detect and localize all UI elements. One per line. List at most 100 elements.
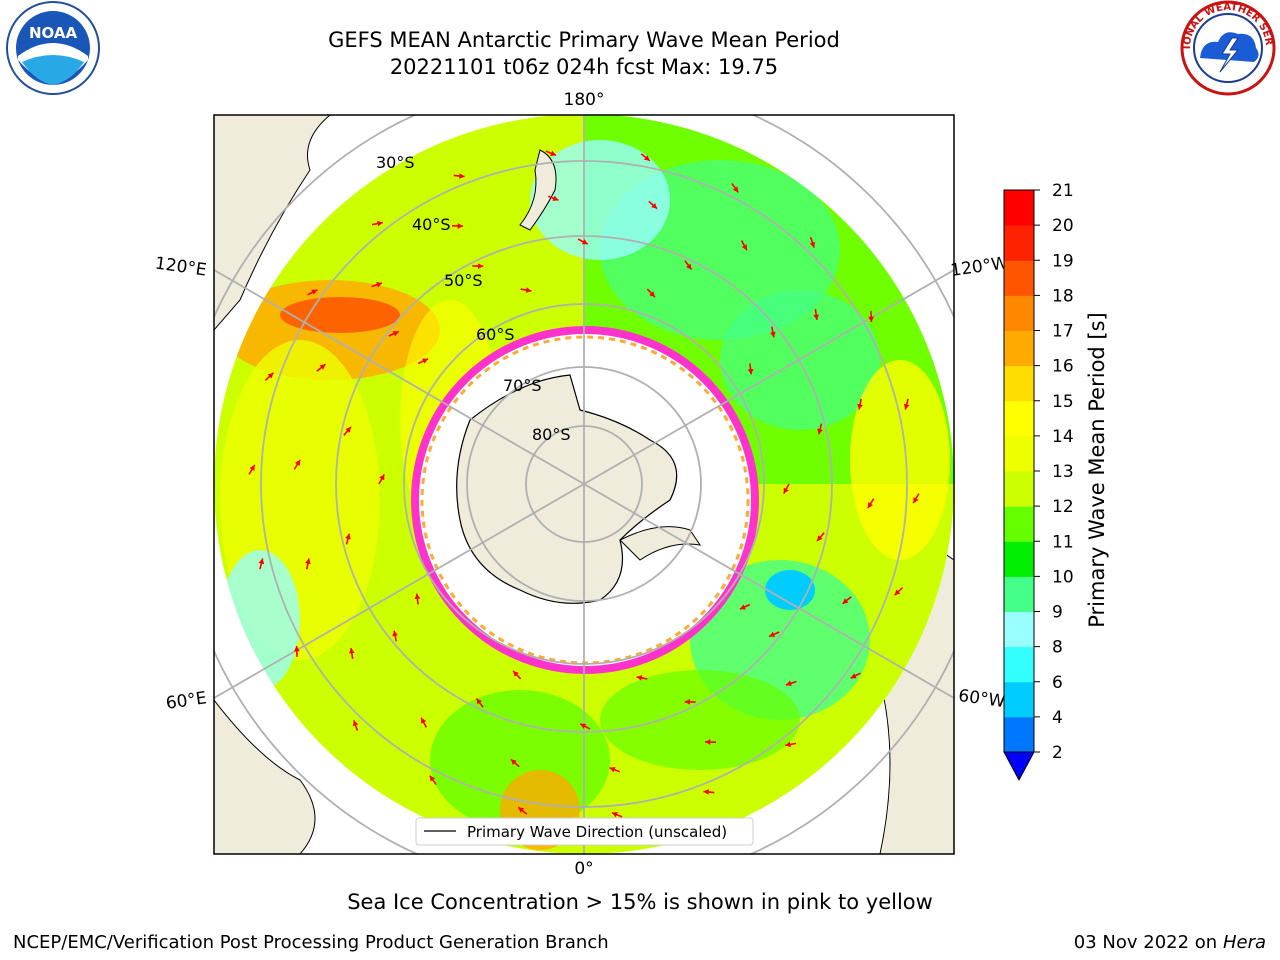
colorbar-band	[1004, 646, 1034, 683]
noaa-logo-text: NOAA	[29, 24, 78, 42]
wave-direction-arrow	[636, 675, 648, 681]
colorbar-band	[1004, 611, 1034, 648]
wave-direction-arrow	[747, 363, 754, 375]
wave-direction-arrow	[740, 240, 748, 251]
wave-direction-arrow	[371, 220, 383, 227]
africa-land	[214, 699, 316, 854]
wave-direction-arrow	[783, 483, 790, 495]
wave-direction-arrow	[648, 200, 658, 210]
lat-label-40s: 40°S	[412, 215, 451, 234]
colorbar-tick-label: 20	[1052, 216, 1074, 236]
chart-subtitle: 20221101 t06z 024h fcst Max: 19.75	[389, 55, 779, 79]
wave-direction-arrow	[903, 398, 910, 410]
wave-direction-arrow	[739, 603, 751, 610]
date-machine: Hera	[1222, 932, 1266, 953]
colorbar-band	[1004, 576, 1034, 612]
date-prefix: 03 Nov 2022 on	[1073, 932, 1218, 953]
colorbar-tick-label: 12	[1052, 497, 1074, 517]
date-text: 03 Nov 2022 on Hera	[1074, 932, 1266, 953]
colorbar-band	[1004, 506, 1034, 542]
wave-direction-arrow	[770, 326, 776, 338]
wave-direction-arrow	[429, 775, 437, 786]
colorbar-ticks: 2 4 6 8 9 10 11 12 13 14 15 16 17 18 19 20 21	[1034, 181, 1074, 763]
wave-direction-arrow	[293, 645, 300, 657]
colorbar-tick-label: 19	[1052, 251, 1074, 271]
colorbar-band	[1004, 435, 1034, 472]
colorbar-band	[1004, 190, 1034, 226]
wave-direction-arrow	[248, 464, 256, 475]
wave-direction-arrow	[768, 631, 780, 638]
colorbar-tick-label: 2	[1052, 743, 1063, 763]
wave-direction-arrow	[420, 717, 428, 728]
lat-label-50s: 50°S	[444, 271, 483, 290]
wave-direction-arrow	[579, 723, 591, 730]
wave-direction-arrow	[646, 288, 656, 298]
colorbar-tick-label: 18	[1052, 286, 1074, 306]
colorbar-tick-label: 10	[1052, 567, 1074, 587]
colorbar-band	[1004, 400, 1034, 437]
wave-direction-arrow	[640, 153, 651, 162]
colorbar-band	[1004, 471, 1034, 507]
wave-direction-arrow	[813, 309, 820, 321]
wave-direction-arrow	[510, 758, 520, 768]
map-legend: Primary Wave Direction (unscaled)	[415, 817, 754, 846]
wave-direction-arrow	[475, 698, 484, 708]
colorbar-tick-label: 13	[1052, 462, 1074, 482]
colorbar-tick-label: 17	[1052, 322, 1074, 342]
lat-label-60s: 60°S	[476, 325, 515, 344]
antarctic-peninsula	[619, 526, 702, 561]
wave-direction-arrow	[857, 398, 863, 410]
wave-direction-arrow	[867, 498, 875, 509]
wave-direction-arrow	[547, 195, 559, 201]
wave-direction-arrow	[611, 811, 623, 818]
colorbar-band	[1004, 260, 1034, 296]
wave-direction-arrow	[731, 182, 739, 193]
new-zealand-land	[519, 149, 557, 231]
wave-direction-arrow	[545, 150, 557, 157]
wave-direction-arrow	[345, 533, 351, 545]
wave-direction-arrow	[809, 236, 816, 248]
lon-label-180: 180°	[564, 90, 605, 110]
wave-direction-arrow	[343, 426, 352, 436]
wave-direction-arrow	[388, 330, 400, 337]
wave-direction-arrow	[816, 532, 825, 542]
colorbar-band	[1004, 330, 1034, 367]
lat-label-30s: 30°S	[376, 153, 415, 172]
wave-direction-arrows	[248, 150, 920, 818]
wave-direction-arrow	[577, 238, 589, 245]
colorbar-band	[1004, 541, 1034, 577]
wave-direction-arrow	[352, 720, 359, 732]
wave-direction-arrow	[371, 281, 383, 288]
nws-logo: NATIONAL WEATHER SERVICE	[1176, 0, 1276, 96]
colorbar-band	[1004, 365, 1034, 402]
colorbar-tick-label: 14	[1052, 427, 1074, 447]
wave-direction-arrow	[912, 493, 920, 504]
wave-direction-arrow	[417, 358, 429, 365]
lat-label-70s: 70°S	[503, 376, 542, 395]
lightning-icon	[1219, 37, 1240, 73]
wave-direction-arrow	[258, 558, 265, 570]
wave-direction-arrow	[705, 739, 717, 745]
colorbar-extend-arrow	[1003, 751, 1035, 782]
wave-direction-arrow	[868, 311, 875, 323]
colorbar-tick-label: 21	[1052, 181, 1074, 201]
sea-ice-note: Sea Ice Concentration > 15% is shown in …	[347, 890, 933, 914]
wave-direction-arrow	[841, 596, 852, 605]
colorbar-band	[1004, 716, 1034, 753]
wave-direction-arrow	[785, 741, 797, 748]
legend-label: Primary Wave Direction (unscaled)	[467, 823, 727, 841]
colorbar-tick-label: 11	[1052, 532, 1074, 552]
credit-text: NCEP/EMC/Verification Post Processing Pr…	[13, 932, 609, 953]
wave-direction-arrow	[264, 372, 274, 381]
noaa-logo: NOAA	[6, 1, 100, 95]
wave-direction-arrow	[453, 173, 465, 179]
colorbar-tick-label: 9	[1052, 603, 1063, 623]
wave-direction-arrow	[684, 260, 693, 270]
wave-direction-arrow	[817, 423, 823, 435]
wave-direction-arrow	[378, 473, 385, 485]
wave-direction-arrow	[684, 699, 696, 705]
chart-title: GEFS MEAN Antarctic Primary Wave Mean Pe…	[328, 28, 840, 52]
colorbar-tick-label: 15	[1052, 392, 1074, 412]
